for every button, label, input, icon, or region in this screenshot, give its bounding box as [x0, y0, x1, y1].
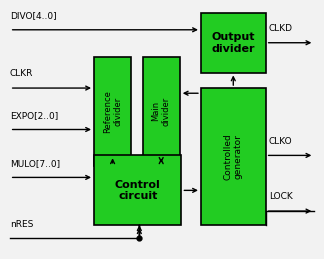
Text: CLKR: CLKR — [10, 69, 33, 78]
Text: Control
circuit: Control circuit — [115, 179, 161, 201]
Text: Output
divider: Output divider — [212, 32, 255, 54]
Text: CLKO: CLKO — [269, 137, 293, 146]
Bar — [201, 88, 266, 225]
Text: CLKD: CLKD — [269, 24, 293, 33]
Bar — [201, 13, 266, 73]
Text: Reference
divider: Reference divider — [103, 90, 122, 133]
Text: nRES: nRES — [10, 220, 33, 228]
Bar — [94, 57, 131, 166]
Bar — [94, 155, 181, 225]
Text: DIVO[4..0]: DIVO[4..0] — [10, 11, 56, 20]
Text: EXPO[2..0]: EXPO[2..0] — [10, 111, 58, 120]
Text: MULO[7..0]: MULO[7..0] — [10, 159, 60, 168]
Text: Main
divider: Main divider — [152, 97, 171, 126]
Text: Controlled
generator: Controlled generator — [224, 133, 243, 180]
Text: LOCK: LOCK — [269, 192, 293, 201]
Bar — [143, 57, 180, 166]
